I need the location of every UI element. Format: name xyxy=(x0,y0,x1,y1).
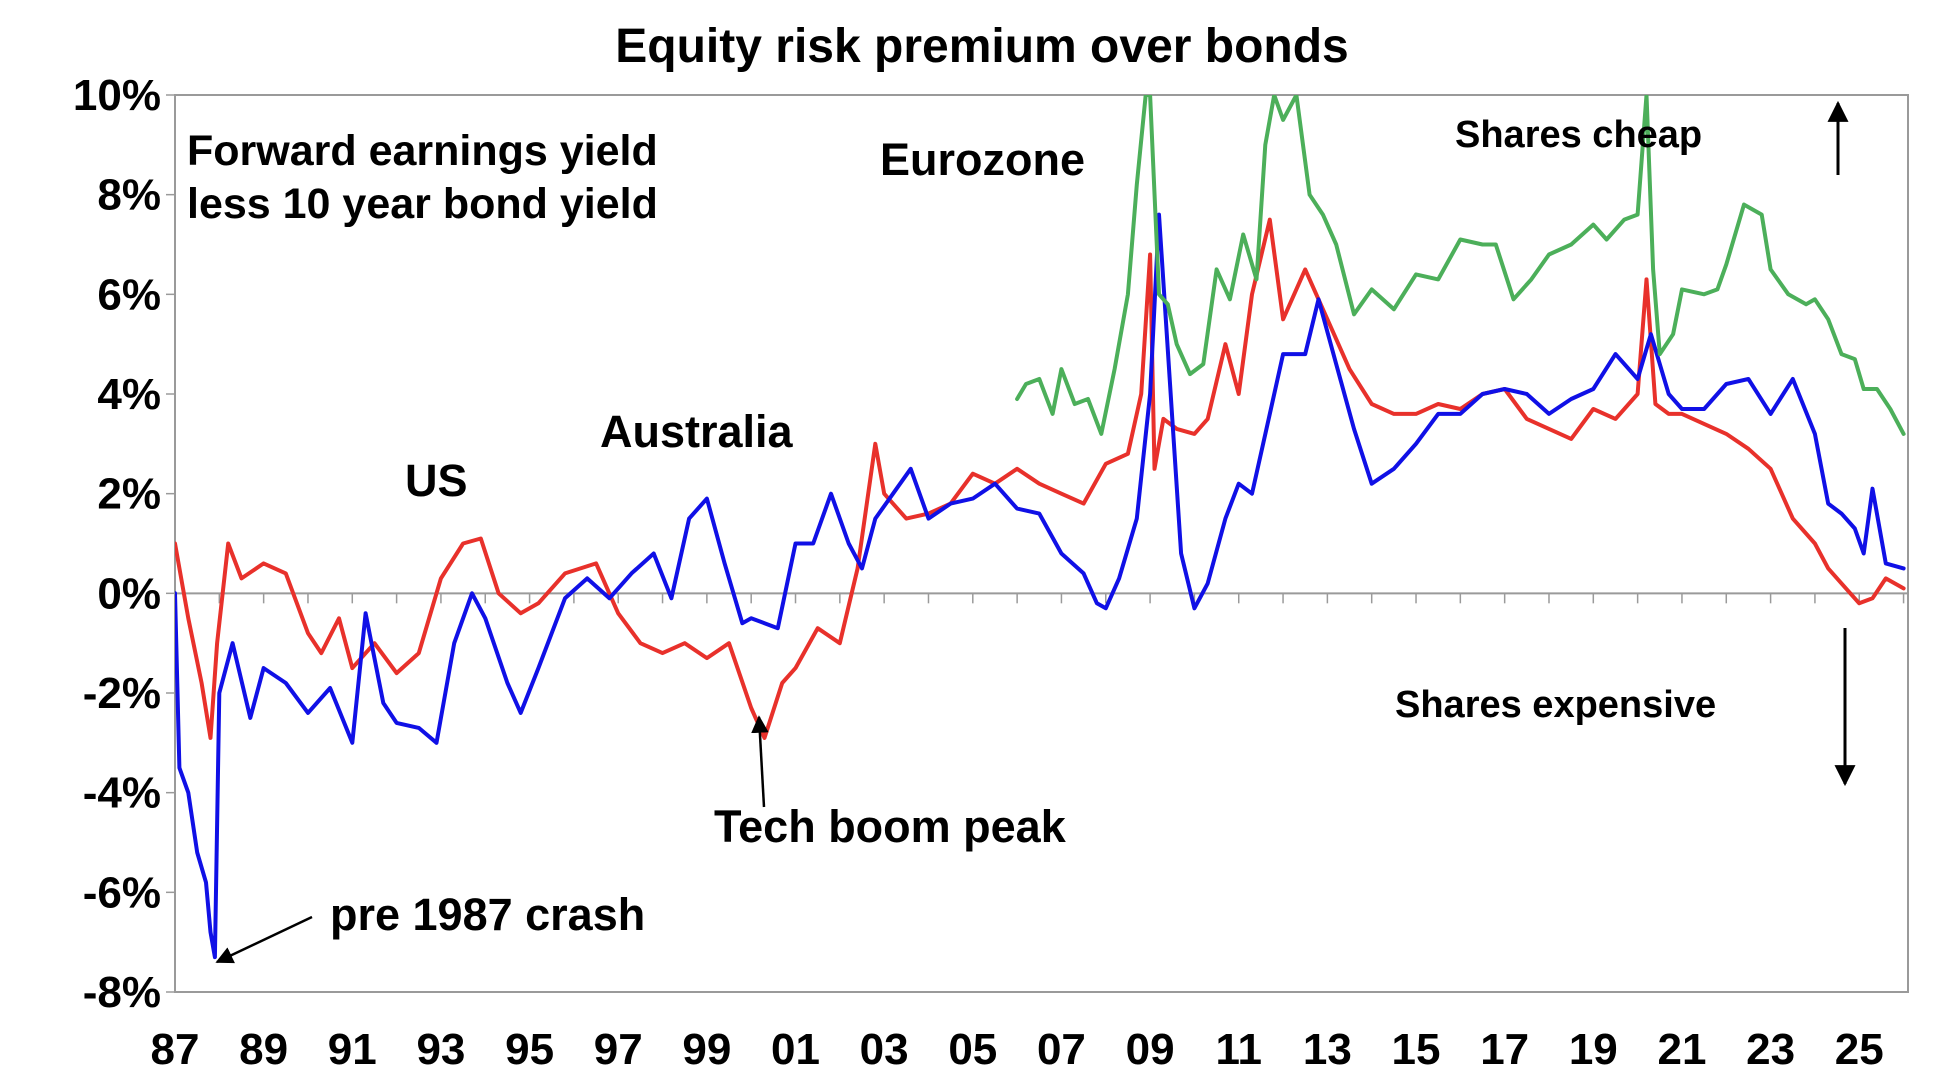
label-pre-1987-crash: pre 1987 crash xyxy=(330,889,645,940)
arrow-crash-icon xyxy=(215,915,313,964)
x-tick-label: 01 xyxy=(771,1025,820,1074)
x-axis: 87 89 91 93 95 97 99 01 03 05 07 09 11 13 15 17 19 21 23 25 xyxy=(151,592,1908,1074)
x-tick-label: 13 xyxy=(1303,1025,1352,1074)
y-tick-label: -2% xyxy=(83,669,161,718)
label-shares-expensive: Shares expensive xyxy=(1395,684,1716,726)
x-tick-label: 09 xyxy=(1126,1025,1175,1074)
series-line-eurozone xyxy=(1015,95,1906,436)
y-tick-label: -4% xyxy=(83,769,161,818)
plot-area xyxy=(174,94,1909,993)
x-tick-label: 07 xyxy=(1037,1025,1086,1074)
y-tick-label: 2% xyxy=(97,470,161,519)
label-tech-boom-peak: Tech boom peak xyxy=(714,801,1067,852)
x-tick-label: 23 xyxy=(1746,1025,1795,1074)
x-tick-label: 15 xyxy=(1392,1025,1441,1074)
chart-title: Equity risk premium over bonds xyxy=(615,20,1349,73)
label-shares-cheap: Shares cheap xyxy=(1455,114,1702,156)
x-tick-label: 25 xyxy=(1835,1025,1884,1074)
x-tick-label: 87 xyxy=(151,1025,200,1074)
subtitle-line-1: Forward earnings yield xyxy=(187,127,658,175)
series-line-us xyxy=(175,217,1906,740)
y-tick-label: 10% xyxy=(73,71,161,120)
x-tick-label: 97 xyxy=(594,1025,643,1074)
plot-border xyxy=(174,94,1909,993)
arrow-tech-boom-icon xyxy=(751,715,769,808)
y-axis: 10% 8% 6% 4% 2% 0% -2% -4% -6% -8% xyxy=(73,71,175,1017)
y-tick-label: 0% xyxy=(97,569,161,618)
label-australia: Australia xyxy=(600,406,794,457)
y-tick-label: 6% xyxy=(97,270,161,319)
y-tick-label: 4% xyxy=(97,370,161,419)
series-line-australia xyxy=(175,212,1906,960)
x-tick-label: 89 xyxy=(239,1025,288,1074)
x-tick-label: 91 xyxy=(328,1025,377,1074)
x-tick-label: 21 xyxy=(1657,1025,1706,1074)
x-tick-label: 05 xyxy=(948,1025,997,1074)
x-tick-label: 99 xyxy=(682,1025,731,1074)
x-tick-label: 93 xyxy=(416,1025,465,1074)
x-tick-label: 11 xyxy=(1215,1025,1262,1074)
x-tick-label: 17 xyxy=(1480,1025,1529,1074)
x-tick-label: 03 xyxy=(860,1025,909,1074)
subtitle-line-2: less 10 year bond yield xyxy=(187,180,658,228)
x-tick-label: 95 xyxy=(505,1025,554,1074)
y-tick-label: -6% xyxy=(83,868,161,917)
series-layer xyxy=(175,95,1906,960)
label-eurozone: Eurozone xyxy=(880,134,1085,185)
x-tick-label: 19 xyxy=(1569,1025,1618,1074)
y-tick-label: -8% xyxy=(83,968,161,1017)
y-tick-label: 8% xyxy=(97,171,161,220)
label-us: US xyxy=(405,455,468,506)
